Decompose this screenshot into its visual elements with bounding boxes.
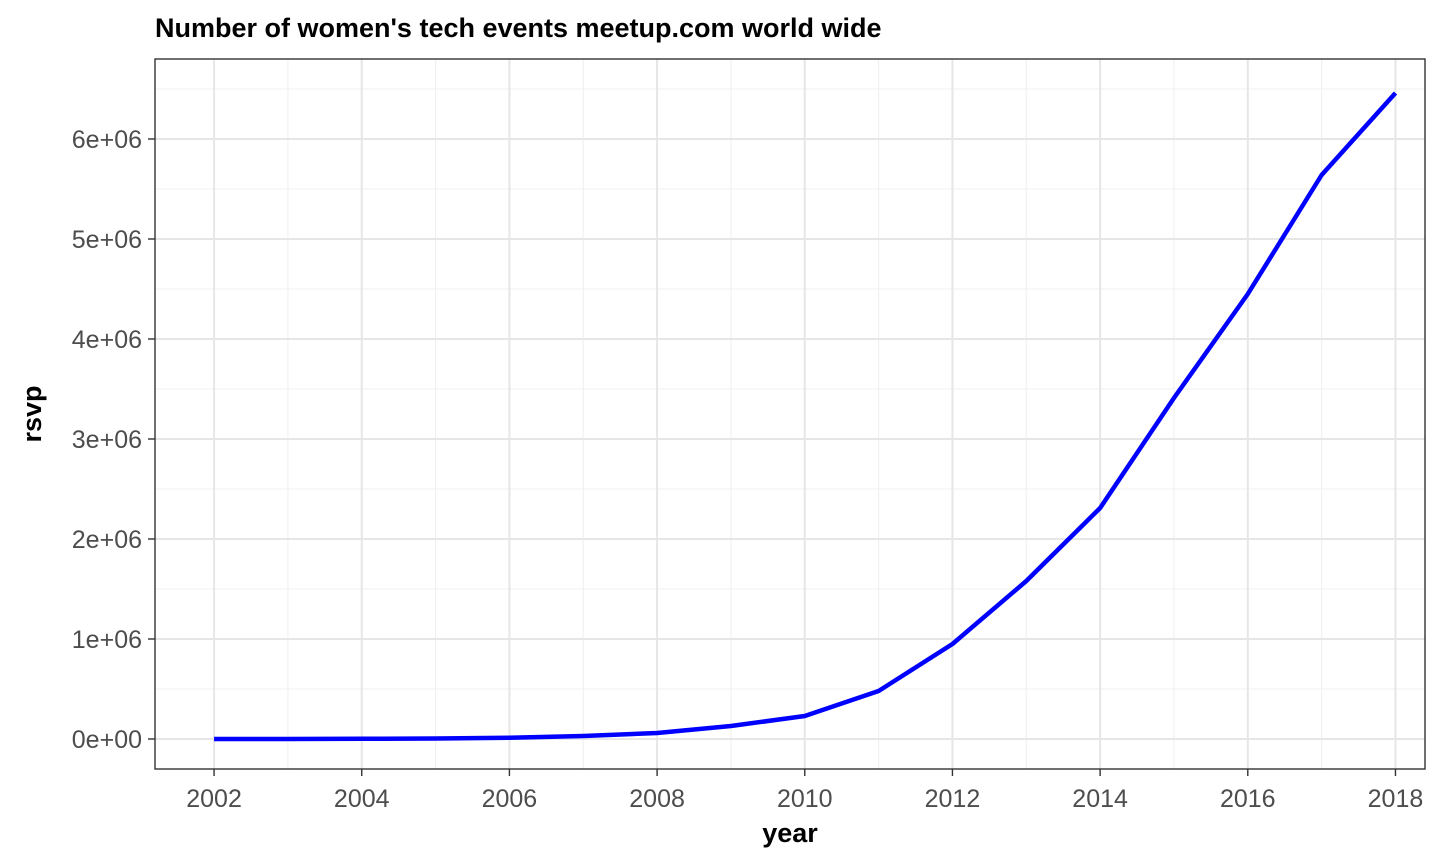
series-line [214,91,1398,742]
plot-panel [155,59,1425,769]
plot-border [154,58,1426,770]
x-tick-label: 2006 [482,785,538,813]
y-tick-label: 0e+00 [72,726,142,754]
x-axis-title: year [762,818,818,848]
x-tick-label: 2012 [925,785,981,813]
y-tick-label: 5e+06 [72,226,142,254]
y-tick-label: 2e+06 [72,526,142,554]
series-layer [214,91,1398,742]
y-tick-label: 1e+06 [72,626,142,654]
y-axis-title: rsvp [17,385,47,442]
y-tick-label: 3e+06 [72,426,142,454]
x-tick-label: 2010 [777,785,833,813]
x-tick-label: 2018 [1368,785,1424,813]
minor-gridlines [155,59,1425,769]
y-tick-label: 4e+06 [72,326,142,354]
x-axis: 2002 2004 2006 2008 2010 2012 2014 2016 2018 [186,769,1423,813]
chart-title: Number of women's tech events meetup.com… [155,13,882,43]
x-tick-label: 2014 [1072,785,1128,813]
x-tick-label: 2008 [629,785,685,813]
y-axis: 0e+00 1e+06 2e+06 3e+06 4e+06 5e+06 6e+06 [72,126,155,754]
y-tick-label: 6e+06 [72,126,142,154]
x-tick-label: 2016 [1220,785,1276,813]
x-tick-label: 2004 [334,785,390,813]
x-tick-label: 2002 [186,785,242,813]
